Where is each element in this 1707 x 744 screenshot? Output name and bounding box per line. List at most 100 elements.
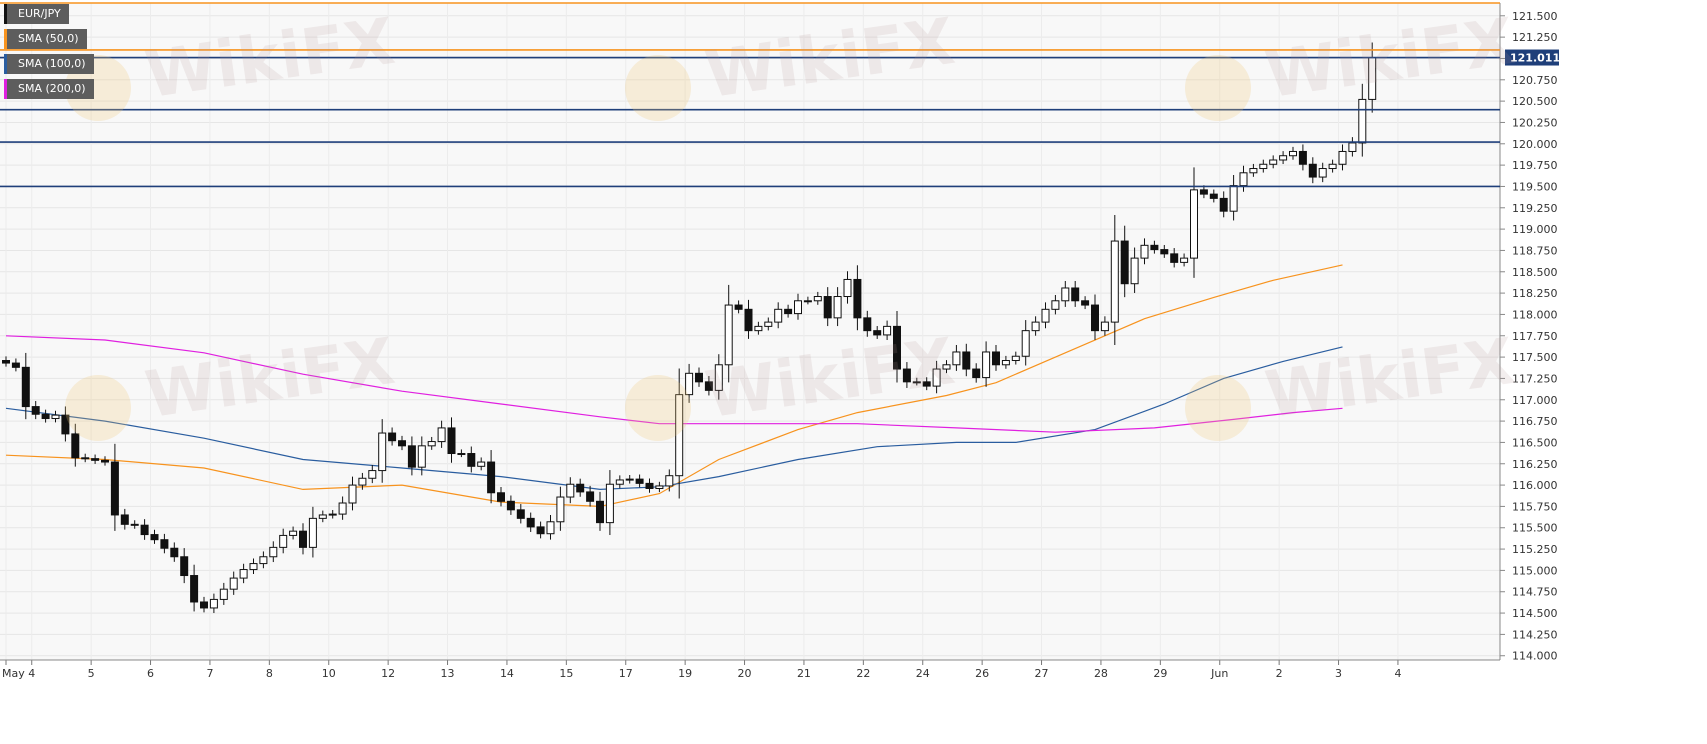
- legend-label: EUR/JPY: [18, 7, 61, 20]
- candle-body: [714, 364, 723, 391]
- x-tick-label: 22: [856, 667, 870, 680]
- candle-body: [1051, 300, 1060, 310]
- candle-body: [1279, 155, 1288, 161]
- candle-body: [427, 441, 436, 447]
- y-tick-label: 121.500: [1512, 10, 1558, 23]
- last-price-tag: [1505, 49, 1559, 66]
- candle-body: [368, 470, 377, 479]
- candle-body: [803, 300, 812, 303]
- candle-body: [1011, 355, 1020, 362]
- candle-body: [942, 364, 951, 370]
- candle-body: [823, 296, 832, 319]
- legend-item[interactable]: SMA (100,0): [4, 54, 94, 74]
- x-tick-label: 24: [916, 667, 930, 680]
- candle-body: [200, 601, 208, 609]
- candle-body: [655, 485, 664, 489]
- candle-body: [417, 445, 426, 468]
- candle-body: [457, 453, 466, 456]
- candle-body: [407, 445, 416, 468]
- y-tick-label: 114.500: [1512, 607, 1558, 620]
- candle-body: [794, 300, 802, 315]
- candle-body: [695, 372, 703, 383]
- candle-body: [1071, 287, 1080, 302]
- candle-body: [308, 517, 317, 548]
- candle-body: [605, 483, 614, 524]
- candle-body: [130, 523, 139, 526]
- y-tick-label: 118.000: [1512, 308, 1558, 321]
- candle-body: [1259, 163, 1268, 170]
- x-tick-label: 3: [1335, 667, 1342, 680]
- x-tick-label: 14: [500, 667, 514, 680]
- x-tick-label: 2: [1276, 667, 1283, 680]
- x-tick-label: 12: [381, 667, 395, 680]
- legend-swatch: [4, 4, 7, 24]
- candle-body: [992, 351, 1000, 366]
- candle-body: [843, 278, 852, 298]
- x-tick-label: 5: [88, 667, 95, 680]
- y-tick-label: 120.250: [1512, 116, 1558, 129]
- chart-legend: EUR/JPY SMA (50,0) SMA (100,0) SMA (200,0): [4, 4, 94, 104]
- candle-body: [1229, 185, 1238, 212]
- x-tick-label: 15: [559, 667, 573, 680]
- plot-area: [0, 3, 1500, 660]
- candle-body: [170, 547, 179, 558]
- y-tick-label: 119.250: [1512, 202, 1558, 215]
- legend-swatch: [4, 54, 7, 74]
- candle-body: [348, 484, 357, 504]
- candle-body: [536, 526, 545, 535]
- candle-body: [41, 413, 50, 420]
- sma-line: [5, 346, 1343, 491]
- candle-body: [71, 433, 80, 459]
- candle-body: [546, 521, 555, 535]
- x-tick-label: 29: [1153, 667, 1167, 680]
- candle-body: [962, 351, 971, 370]
- x-tick-label: 10: [322, 667, 336, 680]
- candle-body: [1298, 150, 1307, 165]
- candle-body: [497, 492, 505, 502]
- candle-body: [1348, 142, 1357, 152]
- y-tick-label: 115.500: [1512, 522, 1558, 535]
- candle-body: [625, 478, 634, 481]
- candle-body: [259, 556, 268, 565]
- candle-body: [81, 457, 90, 460]
- candle-body: [744, 308, 753, 332]
- candle-body: [902, 368, 911, 383]
- candle-body: [289, 530, 298, 536]
- y-tick-label: 118.750: [1512, 244, 1558, 257]
- candle-body: [398, 440, 406, 447]
- candle-body: [1308, 163, 1317, 178]
- candle-body: [1190, 189, 1198, 259]
- candle-body: [1031, 321, 1040, 332]
- candle-body: [378, 432, 387, 472]
- x-tick-label: 13: [441, 667, 455, 680]
- legend-item[interactable]: SMA (200,0): [4, 79, 94, 99]
- candle-body: [556, 496, 565, 523]
- y-tick-label: 117.000: [1512, 394, 1558, 407]
- candle-body: [1219, 197, 1228, 212]
- x-tick-label: 26: [975, 667, 989, 680]
- candle-body: [299, 530, 307, 548]
- y-tick-label: 115.000: [1512, 564, 1558, 577]
- y-tick-label: 117.750: [1512, 330, 1558, 343]
- y-tick-label: 116.500: [1512, 436, 1558, 449]
- y-tick-label: 114.000: [1512, 650, 1558, 663]
- legend-item[interactable]: EUR/JPY: [4, 4, 69, 24]
- candle-body: [665, 475, 674, 487]
- candle-body: [1061, 287, 1070, 302]
- candle-body: [813, 296, 822, 302]
- candle-body: [506, 500, 515, 511]
- candle-body: [1358, 98, 1367, 144]
- candle-body: [863, 317, 872, 332]
- candle-body: [11, 362, 20, 368]
- candle-body: [972, 368, 981, 379]
- candle-body: [1289, 150, 1297, 157]
- y-tick-label: 118.250: [1512, 287, 1558, 300]
- candle-body: [91, 458, 100, 461]
- legend-item[interactable]: SMA (50,0): [4, 29, 87, 49]
- legend-label: SMA (50,0): [18, 32, 79, 45]
- candle-body: [279, 534, 288, 548]
- y-tick-label: 120.500: [1512, 95, 1558, 108]
- candle-body: [764, 321, 773, 327]
- candle-body: [1130, 257, 1139, 285]
